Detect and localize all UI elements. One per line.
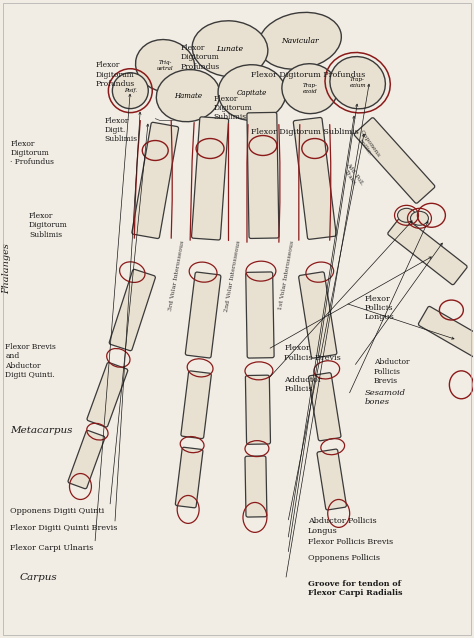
FancyBboxPatch shape (132, 122, 179, 239)
Text: Capitate: Capitate (237, 89, 267, 97)
FancyBboxPatch shape (191, 117, 228, 240)
Ellipse shape (156, 70, 220, 122)
FancyBboxPatch shape (309, 373, 341, 441)
FancyBboxPatch shape (181, 371, 211, 438)
Text: Flexor Digitorum Sublimis: Flexor Digitorum Sublimis (251, 128, 359, 136)
FancyBboxPatch shape (245, 456, 267, 517)
Text: Hamate: Hamate (174, 92, 202, 100)
Text: Add. Poll.
Trans.: Add. Poll. Trans. (341, 161, 365, 189)
FancyBboxPatch shape (87, 362, 128, 427)
FancyBboxPatch shape (354, 117, 435, 204)
Text: Flexor
Digitorum
Sublimis: Flexor Digitorum Sublimis (213, 95, 252, 121)
Text: Phalanges: Phalanges (2, 242, 11, 293)
Text: Flexor
Pollicis Brevis: Flexor Pollicis Brevis (284, 345, 341, 362)
Text: Flexor Carpi Ulnaris: Flexor Carpi Ulnaris (10, 544, 93, 552)
Text: Opponens Digiti Quinti: Opponens Digiti Quinti (10, 507, 104, 515)
Text: Flexor
Digitorum
· Profundus: Flexor Digitorum · Profundus (10, 140, 54, 166)
Ellipse shape (410, 211, 428, 225)
Text: Flexor Digiti Quinti Brevis: Flexor Digiti Quinti Brevis (10, 524, 118, 532)
Text: Flexor
Digitorum
Profundus: Flexor Digitorum Profundus (180, 44, 219, 71)
Text: Flexor Brevis
and
Abductor
Digiti Quinti.: Flexor Brevis and Abductor Digiti Quinti… (5, 343, 56, 379)
FancyBboxPatch shape (185, 272, 221, 358)
Text: 3rd Volar Interosseous: 3rd Volar Interosseous (169, 241, 186, 311)
Text: Flexor Pollicis Brevis: Flexor Pollicis Brevis (308, 538, 393, 547)
Text: Flexor Digitorum Profundus: Flexor Digitorum Profundus (251, 71, 365, 79)
Ellipse shape (398, 209, 416, 222)
FancyBboxPatch shape (419, 306, 474, 364)
FancyBboxPatch shape (175, 447, 203, 508)
Text: Trap-
ezium: Trap- ezium (349, 77, 366, 88)
FancyBboxPatch shape (388, 216, 467, 285)
FancyBboxPatch shape (246, 272, 274, 358)
Ellipse shape (218, 64, 286, 121)
Text: Flexor
Digitorum
Sublimis: Flexor Digitorum Sublimis (29, 212, 68, 239)
Ellipse shape (136, 40, 195, 92)
Text: Flexor
Pollicis
Longus: Flexor Pollicis Longus (365, 295, 394, 321)
Text: Navicular: Navicular (281, 37, 319, 45)
Text: Lunate: Lunate (217, 45, 244, 53)
Ellipse shape (258, 12, 341, 70)
FancyBboxPatch shape (109, 269, 155, 351)
Text: Metacarpus: Metacarpus (10, 426, 73, 435)
Text: Adductor
Pollicis: Adductor Pollicis (284, 376, 322, 394)
Text: Carpus: Carpus (19, 574, 57, 582)
Text: Opponens
pollic.: Opponens pollic. (354, 130, 381, 161)
Text: Pisif.: Pisif. (124, 88, 137, 93)
FancyBboxPatch shape (247, 112, 279, 239)
Text: Triq-
uetral: Triq- uetral (157, 61, 173, 71)
Text: Abductor
Pollicis
Brevis: Abductor Pollicis Brevis (374, 359, 410, 385)
FancyBboxPatch shape (68, 431, 105, 489)
FancyBboxPatch shape (317, 449, 346, 510)
Ellipse shape (192, 21, 268, 77)
Ellipse shape (330, 57, 385, 109)
Text: Trap-
ezoid: Trap- ezoid (302, 84, 317, 94)
Text: Flexor
Digit.
Sublimis: Flexor Digit. Sublimis (105, 117, 138, 143)
Text: Flexor
Digitorum
Profundus: Flexor Digitorum Profundus (95, 61, 135, 88)
Ellipse shape (112, 73, 148, 108)
Text: Abductor Pollicis
Longus: Abductor Pollicis Longus (308, 517, 376, 535)
Text: Groove for tendon of
Flexor Carpi Radialis: Groove for tendon of Flexor Carpi Radial… (308, 580, 402, 597)
Text: 2nd Volar Interosseous: 2nd Volar Interosseous (224, 241, 242, 313)
Ellipse shape (282, 64, 337, 114)
Text: Sesamoid
bones: Sesamoid bones (365, 389, 406, 406)
Text: Opponens Pollicis: Opponens Pollicis (308, 554, 380, 562)
Text: 1st Volar Interosseous: 1st Volar Interosseous (278, 241, 295, 310)
FancyBboxPatch shape (299, 272, 337, 358)
FancyBboxPatch shape (293, 117, 336, 239)
FancyBboxPatch shape (246, 375, 271, 444)
